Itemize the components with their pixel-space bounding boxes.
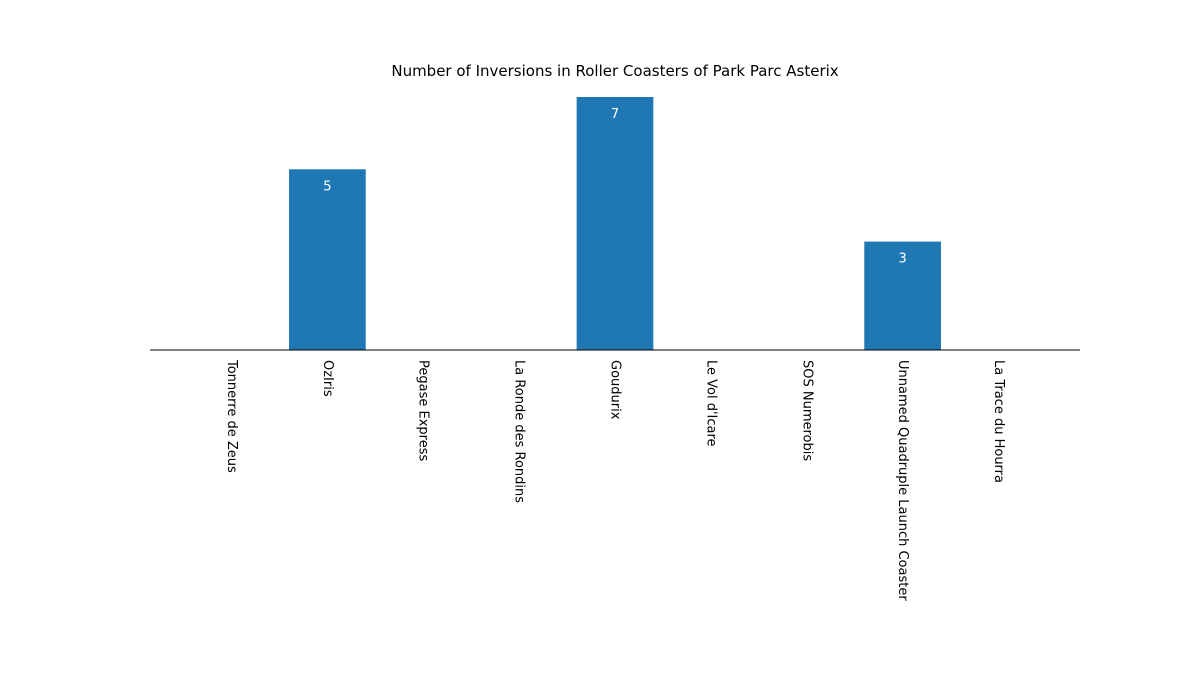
- bar: [576, 97, 654, 350]
- bars-group: [289, 97, 941, 350]
- x-tick-label: Tonnerre de Zeus: [224, 359, 239, 473]
- x-tick-labels-group: Tonnerre de Zeus OzIris Pegase Express La R…: [224, 359, 1006, 601]
- chart-title: Number of Inversions in Roller Coasters …: [391, 62, 838, 80]
- data-labels-group: 5 7 3: [323, 107, 907, 267]
- x-tick-label: OzIris: [320, 360, 335, 397]
- x-tick-label: Le Vol d'Icare: [703, 360, 718, 447]
- bar: [864, 241, 941, 350]
- x-tick-label: La Trace du Hourra: [991, 360, 1006, 483]
- bar: [289, 169, 366, 350]
- bar-value-label: 3: [898, 252, 906, 267]
- x-tick-label: SOS Numerobis: [799, 360, 814, 461]
- x-tick-label: Pegase Express: [416, 360, 431, 461]
- x-tick-label: Goudurix: [608, 360, 623, 420]
- x-tick-label: Unnamed Quadruple Launch Coaster: [895, 360, 910, 601]
- bar-value-label: 7: [611, 107, 619, 122]
- bar-value-label: 5: [323, 179, 331, 194]
- x-tick-label: La Ronde des Rondins: [512, 360, 527, 503]
